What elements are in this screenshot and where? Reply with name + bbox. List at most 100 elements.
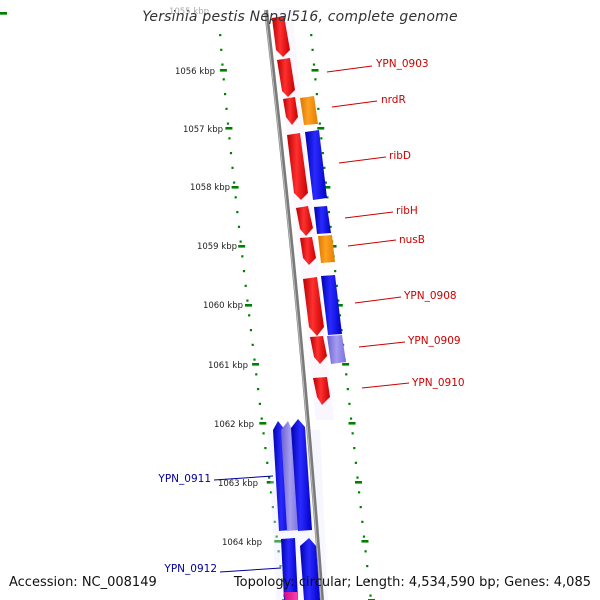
gene-label[interactable]: YPN_0909 xyxy=(407,335,461,347)
ruler-major-tick xyxy=(244,304,252,307)
ruler-tick xyxy=(233,181,236,184)
ruler-tick xyxy=(246,299,249,302)
feature-arrow[interactable] xyxy=(283,97,298,125)
ruler-tick xyxy=(356,476,359,479)
ruler-tick xyxy=(366,565,369,568)
genome-backbone xyxy=(264,9,324,600)
ruler-tick xyxy=(364,550,367,553)
feature-arrow[interactable] xyxy=(313,377,330,405)
feature-arrow[interactable] xyxy=(277,58,295,97)
feature-arrow[interactable] xyxy=(300,538,320,600)
ruler-tick xyxy=(353,447,356,450)
ruler-tick xyxy=(229,152,233,155)
ruler-major-tick xyxy=(354,481,362,484)
ruler-major-tick xyxy=(311,69,319,72)
ruler-tick xyxy=(226,122,230,125)
genome-title: Yersinia pestis Nepal516, complete genom… xyxy=(142,9,458,25)
ruler-major-tick xyxy=(342,363,350,366)
ruler-tick xyxy=(323,166,326,169)
ruler-tick xyxy=(281,579,284,582)
scale-label: 1060 kbp xyxy=(203,301,243,311)
ruler-tick xyxy=(334,270,337,273)
gene-label[interactable]: nusB xyxy=(399,234,425,246)
ruler-major-tick xyxy=(361,540,369,543)
ruler-major-tick xyxy=(335,304,343,307)
ruler-major-tick xyxy=(323,186,331,189)
gene-label[interactable]: ribH xyxy=(396,205,418,217)
ruler-tick xyxy=(266,461,269,464)
feature-arrow[interactable] xyxy=(303,277,324,336)
feature-arrow[interactable] xyxy=(287,133,308,200)
feature-arrow[interactable] xyxy=(327,335,346,364)
gene-label[interactable]: YPN_0912 xyxy=(163,563,217,575)
ruler-major-tick xyxy=(238,245,246,248)
feature-arrow[interactable] xyxy=(321,275,342,335)
ruler-tick xyxy=(271,506,274,509)
ruler-tick xyxy=(345,373,348,376)
feature-arrow[interactable] xyxy=(318,235,335,263)
gene-label[interactable]: nrdR xyxy=(381,94,406,106)
feature-arrow[interactable] xyxy=(291,419,312,531)
feature-arrow[interactable] xyxy=(300,237,316,265)
ruler-tick xyxy=(228,137,231,140)
ruler-tick xyxy=(231,166,234,169)
ruler-tick xyxy=(222,78,225,81)
ruler-tick xyxy=(367,579,370,582)
accession-text: Accession: NC_008149 xyxy=(9,575,157,590)
scale-label: 1063 kbp xyxy=(218,479,258,489)
feature-arrow[interactable] xyxy=(300,96,318,125)
ruler-tick xyxy=(324,181,327,184)
gene-label[interactable]: YPN_0911 xyxy=(157,473,211,485)
ruler-tick xyxy=(357,491,361,494)
feature-arrow[interactable] xyxy=(305,130,327,200)
feature-arrow[interactable] xyxy=(314,206,331,234)
ruler-tick xyxy=(249,329,253,332)
ruler-tick xyxy=(253,358,256,361)
scale-labels: 1055 kbp 1056 kbp 1057 kbp 1058 kbp 1059… xyxy=(169,7,262,548)
feature-arrow[interactable] xyxy=(310,336,327,364)
ruler-tick xyxy=(237,225,241,228)
feature-arrow[interactable] xyxy=(281,421,299,531)
ruler-tick xyxy=(359,506,362,509)
gene-label[interactable]: YPN_0908 xyxy=(403,290,457,302)
scale-label: 1056 kbp xyxy=(175,67,215,77)
ruler-tick xyxy=(225,107,228,110)
feature-arrow[interactable] xyxy=(284,592,298,600)
ruler-tick xyxy=(335,284,338,287)
ruler-major-tick xyxy=(317,127,325,130)
feature-arrow[interactable] xyxy=(281,538,298,600)
ruler-tick xyxy=(219,34,222,37)
ruler-tick xyxy=(320,137,323,140)
ruler-tick xyxy=(318,122,321,125)
ruler-tick xyxy=(338,314,341,317)
ruler-tick xyxy=(317,107,320,110)
genome-summary-text: Topology: circular; Length: 4,534,590 bp… xyxy=(233,575,591,590)
feature-arrow[interactable] xyxy=(296,206,313,236)
gene-label[interactable]: YPN_0903 xyxy=(375,58,429,70)
ruler-tick xyxy=(273,520,276,523)
ruler-tick xyxy=(354,461,357,464)
ruler-major-tick xyxy=(274,540,282,543)
ruler-tick xyxy=(262,432,265,435)
ruler-major-tick xyxy=(0,12,7,15)
ruler-major-tick xyxy=(259,422,267,425)
ruler-tick xyxy=(264,447,267,450)
ruler-tick xyxy=(242,270,246,273)
ruler-tick xyxy=(326,196,329,199)
ruler-tick xyxy=(315,93,318,96)
ruler-major-tick xyxy=(252,363,260,366)
ruler-tick xyxy=(275,535,278,538)
scale-label: 1059 kbp xyxy=(197,242,237,252)
ruler-tick xyxy=(223,93,227,96)
ruler-tick xyxy=(346,388,349,391)
ruler-tick xyxy=(221,63,224,66)
feature-arrow[interactable] xyxy=(272,16,290,57)
gene-label[interactable]: YPN_0910 xyxy=(411,377,465,389)
ruler-tick xyxy=(321,152,324,155)
ruler-tick xyxy=(329,225,332,228)
ruler-tick xyxy=(327,211,331,214)
gene-label[interactable]: ribD xyxy=(389,150,411,162)
ruler-tick xyxy=(251,343,254,346)
ruler-major-tick xyxy=(231,186,239,189)
